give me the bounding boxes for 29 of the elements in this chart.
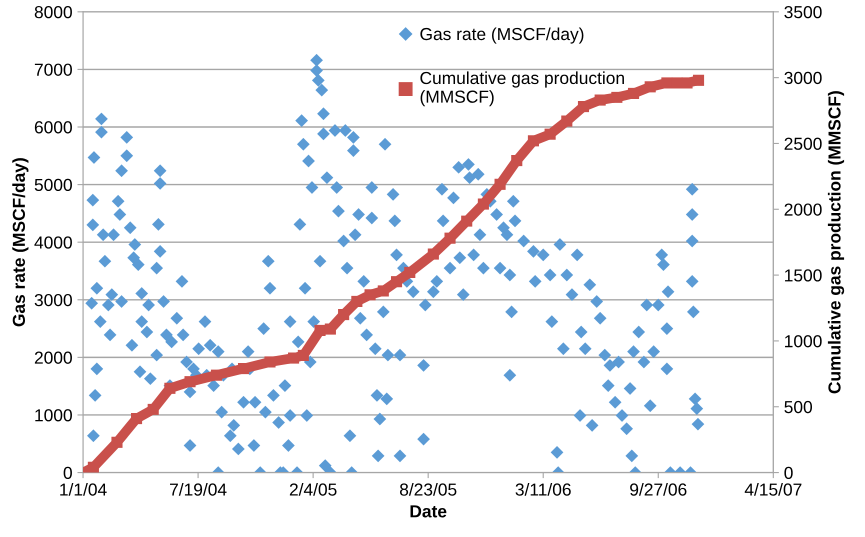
x-tick-label: 1/1/04 bbox=[60, 482, 107, 496]
x-axis-title: Date bbox=[410, 505, 446, 518]
x-tick-label: 2/4/05 bbox=[290, 482, 337, 496]
y2-tick-label: 3500 bbox=[784, 6, 822, 18]
legend-label: Cumulative gas production (MMSCF) bbox=[420, 71, 624, 106]
y-tick-label: 4000 bbox=[34, 236, 72, 249]
y-tick-label: 3000 bbox=[34, 294, 72, 306]
y-axis-title: Gas rate (MSCF/day) bbox=[12, 158, 28, 326]
y-tick-label: 5000 bbox=[34, 178, 72, 192]
y2-tick-label: 0 bbox=[784, 466, 793, 480]
x-tick-label: 9/27/06 bbox=[630, 482, 686, 496]
y-tick-label: 6000 bbox=[34, 121, 72, 134]
y2-tick-label: 500 bbox=[784, 400, 812, 414]
y-tick-label: 2000 bbox=[34, 352, 72, 364]
y2-axis-title: Cumulative gas production (MMSCF) bbox=[828, 91, 844, 394]
y2-tick-label: 1500 bbox=[785, 269, 822, 282]
x-tick-label: 4/15/07 bbox=[744, 482, 802, 496]
y2-tick-label: 3000 bbox=[784, 72, 822, 84]
y-tick-label: 7000 bbox=[34, 64, 72, 76]
y2-tick-label: 2500 bbox=[784, 138, 822, 150]
x-tick-label: 7/19/04 bbox=[170, 482, 227, 496]
y2-tick-label: 2000 bbox=[784, 203, 822, 216]
x-tick-label: 3/11/06 bbox=[516, 482, 571, 496]
y-tick-label: 0 bbox=[64, 466, 72, 480]
y-tick-label: 8000 bbox=[34, 6, 72, 18]
y2-tick-label: 1000 bbox=[785, 335, 822, 348]
x-tick-label: 8/23/05 bbox=[400, 482, 456, 496]
legend-label: Gas rate (MSCF/day) bbox=[420, 27, 584, 44]
y-tick-label: 1000 bbox=[35, 409, 72, 422]
